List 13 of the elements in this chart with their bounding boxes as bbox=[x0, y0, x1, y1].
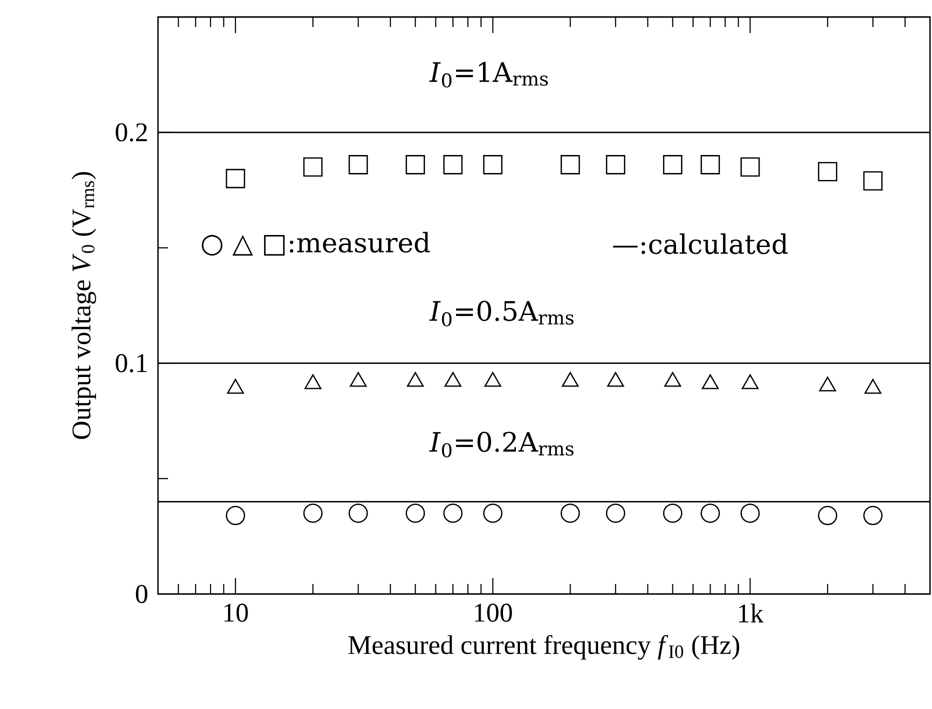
y-tick-label: 0 bbox=[136, 584, 148, 604]
annotation: I$_{0}$=0.5A$_{rms}$ bbox=[429, 300, 574, 326]
annotation: I$_{0}$=0.2A$_{rms}$ bbox=[429, 432, 574, 458]
y-tick-label: 0.2 bbox=[116, 123, 147, 142]
y-axis-title: Output voltage V$_{0}$ (V$_{rms}$) bbox=[72, 172, 96, 439]
x-tick-label: 10 bbox=[224, 604, 248, 622]
x-axis-title: Measured current frequency f$_{I0}$ (Hz) bbox=[348, 634, 740, 660]
annotation: —:calculated bbox=[613, 233, 788, 254]
y-tick-label: 0.1 bbox=[116, 354, 147, 372]
annotation: I$_{0}$=1A$_{rms}$ bbox=[429, 62, 548, 88]
x-tick-label: 100 bbox=[474, 604, 512, 622]
annotation: ○ △ □:measured bbox=[202, 232, 430, 256]
x-tick-label: 1k bbox=[739, 604, 764, 622]
